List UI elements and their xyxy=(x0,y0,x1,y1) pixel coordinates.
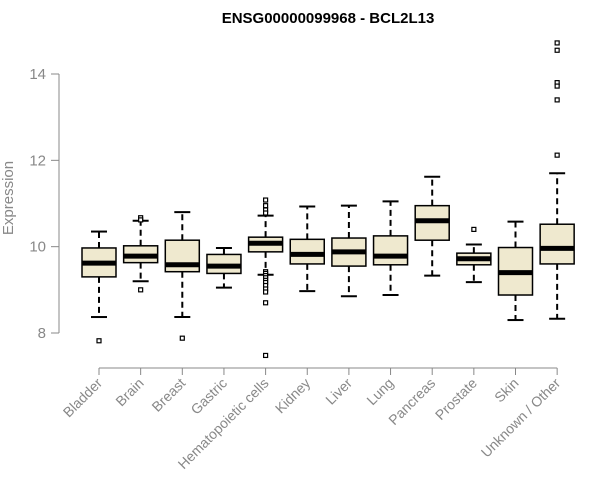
iqr-box xyxy=(372,235,409,266)
outlier-point xyxy=(263,203,269,209)
y-tick-label: 14 xyxy=(29,66,46,83)
boxes-group xyxy=(81,40,575,359)
x-tick-label: Liver xyxy=(322,375,355,408)
box-kidney xyxy=(289,205,325,293)
box-prostate xyxy=(456,226,492,284)
box-skin xyxy=(497,220,534,322)
outlier-point xyxy=(471,226,477,232)
outlier-point xyxy=(554,97,560,103)
outlier-point xyxy=(554,152,560,158)
y-tick-label: 10 xyxy=(29,239,46,256)
y-axis-label: Expression xyxy=(0,161,17,235)
y-tick-label: 12 xyxy=(29,152,46,169)
outlier-point xyxy=(554,83,560,89)
outlier-point xyxy=(263,197,269,203)
box-hematopoietic-cells xyxy=(247,197,284,359)
outlier-point xyxy=(263,352,269,359)
outlier-point xyxy=(554,47,560,53)
outlier-point xyxy=(263,210,269,216)
box-lung xyxy=(372,200,409,297)
x-tick-label: Bladder xyxy=(60,375,106,421)
box-breast xyxy=(164,211,201,341)
x-tick-label: Lung xyxy=(363,375,396,408)
x-tick-label: Kidney xyxy=(272,375,314,417)
x-tick-label: Breast xyxy=(148,375,188,415)
outlier-point xyxy=(96,338,102,344)
outlier-point xyxy=(179,335,185,341)
outlier-point xyxy=(263,289,269,295)
box-gastric xyxy=(206,246,242,289)
box-liver xyxy=(331,204,367,298)
outlier-point xyxy=(138,287,144,293)
box-bladder xyxy=(81,230,117,344)
x-tick-label: Unknown / Other xyxy=(478,375,564,461)
y-tick-label: 8 xyxy=(38,325,46,342)
outlier-point xyxy=(554,40,560,46)
x-tick-label: Prostate xyxy=(432,375,480,423)
box-brain xyxy=(122,215,159,293)
outlier-point xyxy=(263,300,269,306)
chart-title: ENSG00000099968 - BCL2L13 xyxy=(222,10,435,27)
box-unknown-other xyxy=(539,40,575,320)
x-tick-label: Brain xyxy=(112,375,146,409)
iqr-box xyxy=(289,238,325,265)
iqr-box xyxy=(539,223,575,265)
outlier-point xyxy=(138,217,144,223)
x-tick-label: Skin xyxy=(491,375,522,406)
box-pancreas xyxy=(414,175,450,277)
